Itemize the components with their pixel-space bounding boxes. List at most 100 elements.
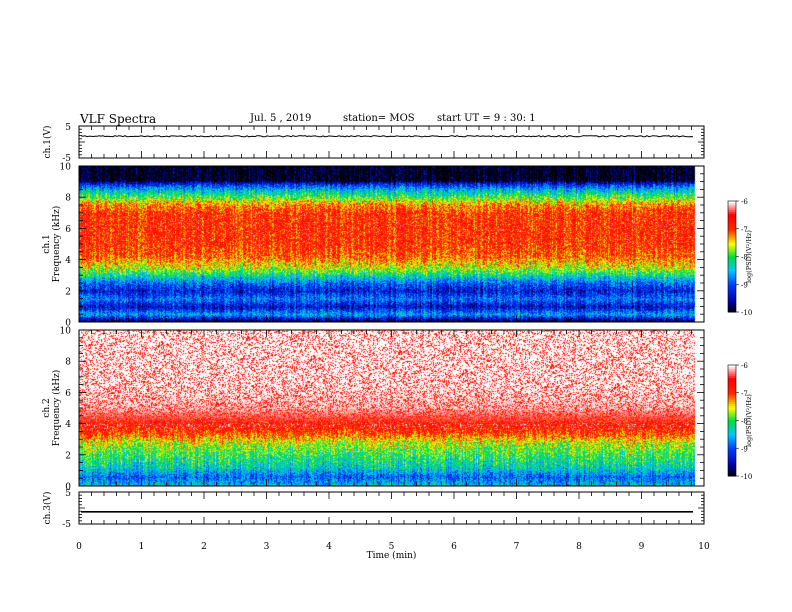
- ch2-freq-tick-label: 0: [65, 483, 71, 493]
- colorbar-segment: [728, 414, 736, 418]
- colorbar-tick-label: -8: [741, 418, 748, 426]
- colorbar-segment: [728, 230, 736, 233]
- colorbar-segment: [728, 308, 736, 311]
- colorbar-segment: [728, 201, 736, 204]
- colorbar-segment: [728, 377, 736, 381]
- plot-title: VLF Spectra: [80, 112, 157, 126]
- colorbar-segment: [728, 286, 736, 289]
- colorbar-segment: [728, 291, 736, 294]
- colorbar-label: log(PSD)(V²/Hz): [745, 230, 753, 283]
- colorbar-segment: [728, 466, 736, 470]
- colorbar-tick-label: -9: [741, 445, 748, 453]
- colorbar-segment: [728, 416, 736, 420]
- time-tick-label: 7: [514, 542, 520, 552]
- colorbar-segment: [728, 374, 736, 377]
- colorbar-segment: [728, 405, 736, 409]
- colorbar-segment: [728, 210, 736, 213]
- colorbar-segment: [728, 392, 736, 396]
- ch2-freq-tick-label: 6: [65, 389, 71, 399]
- colorbar-segment: [728, 402, 736, 405]
- colorbar-segment: [728, 426, 736, 429]
- colorbar-segment: [728, 212, 736, 215]
- colorbar-segment: [728, 265, 736, 269]
- ch2-freq-tick-label: 8: [65, 358, 71, 368]
- colorbar-segment: [728, 422, 736, 425]
- start-time-label: start UT = 9 : 30: 1: [437, 113, 536, 124]
- colorbar-segment: [728, 221, 736, 224]
- colorbar-segment: [728, 453, 736, 457]
- voltage-traces: [80, 135, 694, 513]
- colorbar-segment: [728, 269, 736, 272]
- colorbar-segment: [728, 387, 736, 390]
- time-tick-label: 2: [201, 542, 207, 552]
- colorbar-segment: [728, 407, 736, 410]
- colorbar-segment: [728, 225, 736, 228]
- colorbar-segment: [728, 398, 736, 401]
- ch2-channel-label: ch.2: [42, 398, 52, 417]
- ch2-freq-tick-label: 10: [60, 327, 72, 337]
- colorbar-segment: [728, 260, 736, 263]
- colorbar-segment: [728, 446, 736, 449]
- colorbar-segment: [728, 208, 736, 211]
- colorbar-segment: [728, 451, 736, 455]
- colorbar-segment: [728, 420, 736, 423]
- colorbar-segment: [728, 223, 736, 226]
- colorbar-segment: [728, 236, 736, 239]
- ch1-spectrogram-image: [79, 166, 704, 322]
- colorbar-segment: [728, 437, 736, 440]
- colorbar-segment: [728, 457, 736, 460]
- colorbar-segment: [728, 206, 736, 209]
- ch1-freq-tick-label: 10: [60, 163, 72, 173]
- colorbar-segment: [728, 293, 736, 296]
- colorbar-segment: [728, 370, 736, 373]
- ch1-spectrogram-panel: [78, 165, 705, 323]
- colorbar-segment: [728, 424, 736, 427]
- colorbar-segment: [728, 385, 736, 388]
- colorbar-segment: [728, 429, 736, 433]
- colorbar-segment: [728, 289, 736, 293]
- colorbar-segment: [728, 448, 736, 451]
- colorbar-segment: [728, 276, 736, 280]
- colorbar-segment: [728, 431, 736, 434]
- colorbar-tick-label: -10: [741, 473, 752, 481]
- ch1-ytick-label: 5: [65, 123, 71, 133]
- ch2-frequency-label: Frequency (kHz): [51, 370, 62, 447]
- colorbar-segment: [728, 202, 736, 206]
- colorbar-segment: [728, 245, 736, 248]
- colorbar-segment: [728, 278, 736, 282]
- ch1-frequency-label: Frequency (kHz): [51, 206, 62, 283]
- ch3-ylabel: ch.3(V): [42, 492, 53, 525]
- colorbar-segment: [728, 252, 736, 256]
- colorbar-segment: [728, 306, 736, 309]
- colorbar-segment: [728, 439, 736, 442]
- colorbar-segment: [728, 389, 736, 392]
- colorbar-segment: [728, 468, 736, 471]
- time-tick-label: 6: [451, 542, 457, 552]
- colorbar-segment: [728, 226, 736, 230]
- colorbar-segment: [728, 282, 736, 285]
- colorbar-tick-label: -6: [741, 198, 748, 206]
- colorbar-segment: [728, 215, 736, 219]
- colorbar-segment: [728, 409, 736, 412]
- colorbars: -6 -7 -8 -9 -10 log(PSD)(V²/Hz) -6 -7 -8 -9 -10 log…: [727, 198, 753, 481]
- colorbar-segment: [728, 450, 736, 453]
- colorbar-segment: [728, 234, 736, 237]
- colorbar-segment: [728, 411, 736, 414]
- colorbar-segment: [728, 461, 736, 464]
- colorbar-label: log(PSD)(V²/Hz): [745, 394, 753, 447]
- colorbar-tick-label: -7: [741, 226, 748, 234]
- ch2-freq-tick-label: 4: [65, 420, 71, 430]
- colorbar-segment: [728, 470, 736, 473]
- colorbar-segment: [728, 217, 736, 220]
- colorbar-segment: [728, 379, 736, 383]
- ch1-freq-tick-label: 8: [65, 194, 71, 204]
- colorbar-segment: [728, 262, 736, 265]
- colorbar-segment: [728, 258, 736, 261]
- colorbar-segment: [728, 474, 736, 477]
- colorbar-tick-label: -9: [741, 281, 748, 289]
- colorbar-segment: [728, 297, 736, 300]
- time-tick-label: 4: [326, 542, 332, 552]
- colorbar-segment: [728, 472, 736, 475]
